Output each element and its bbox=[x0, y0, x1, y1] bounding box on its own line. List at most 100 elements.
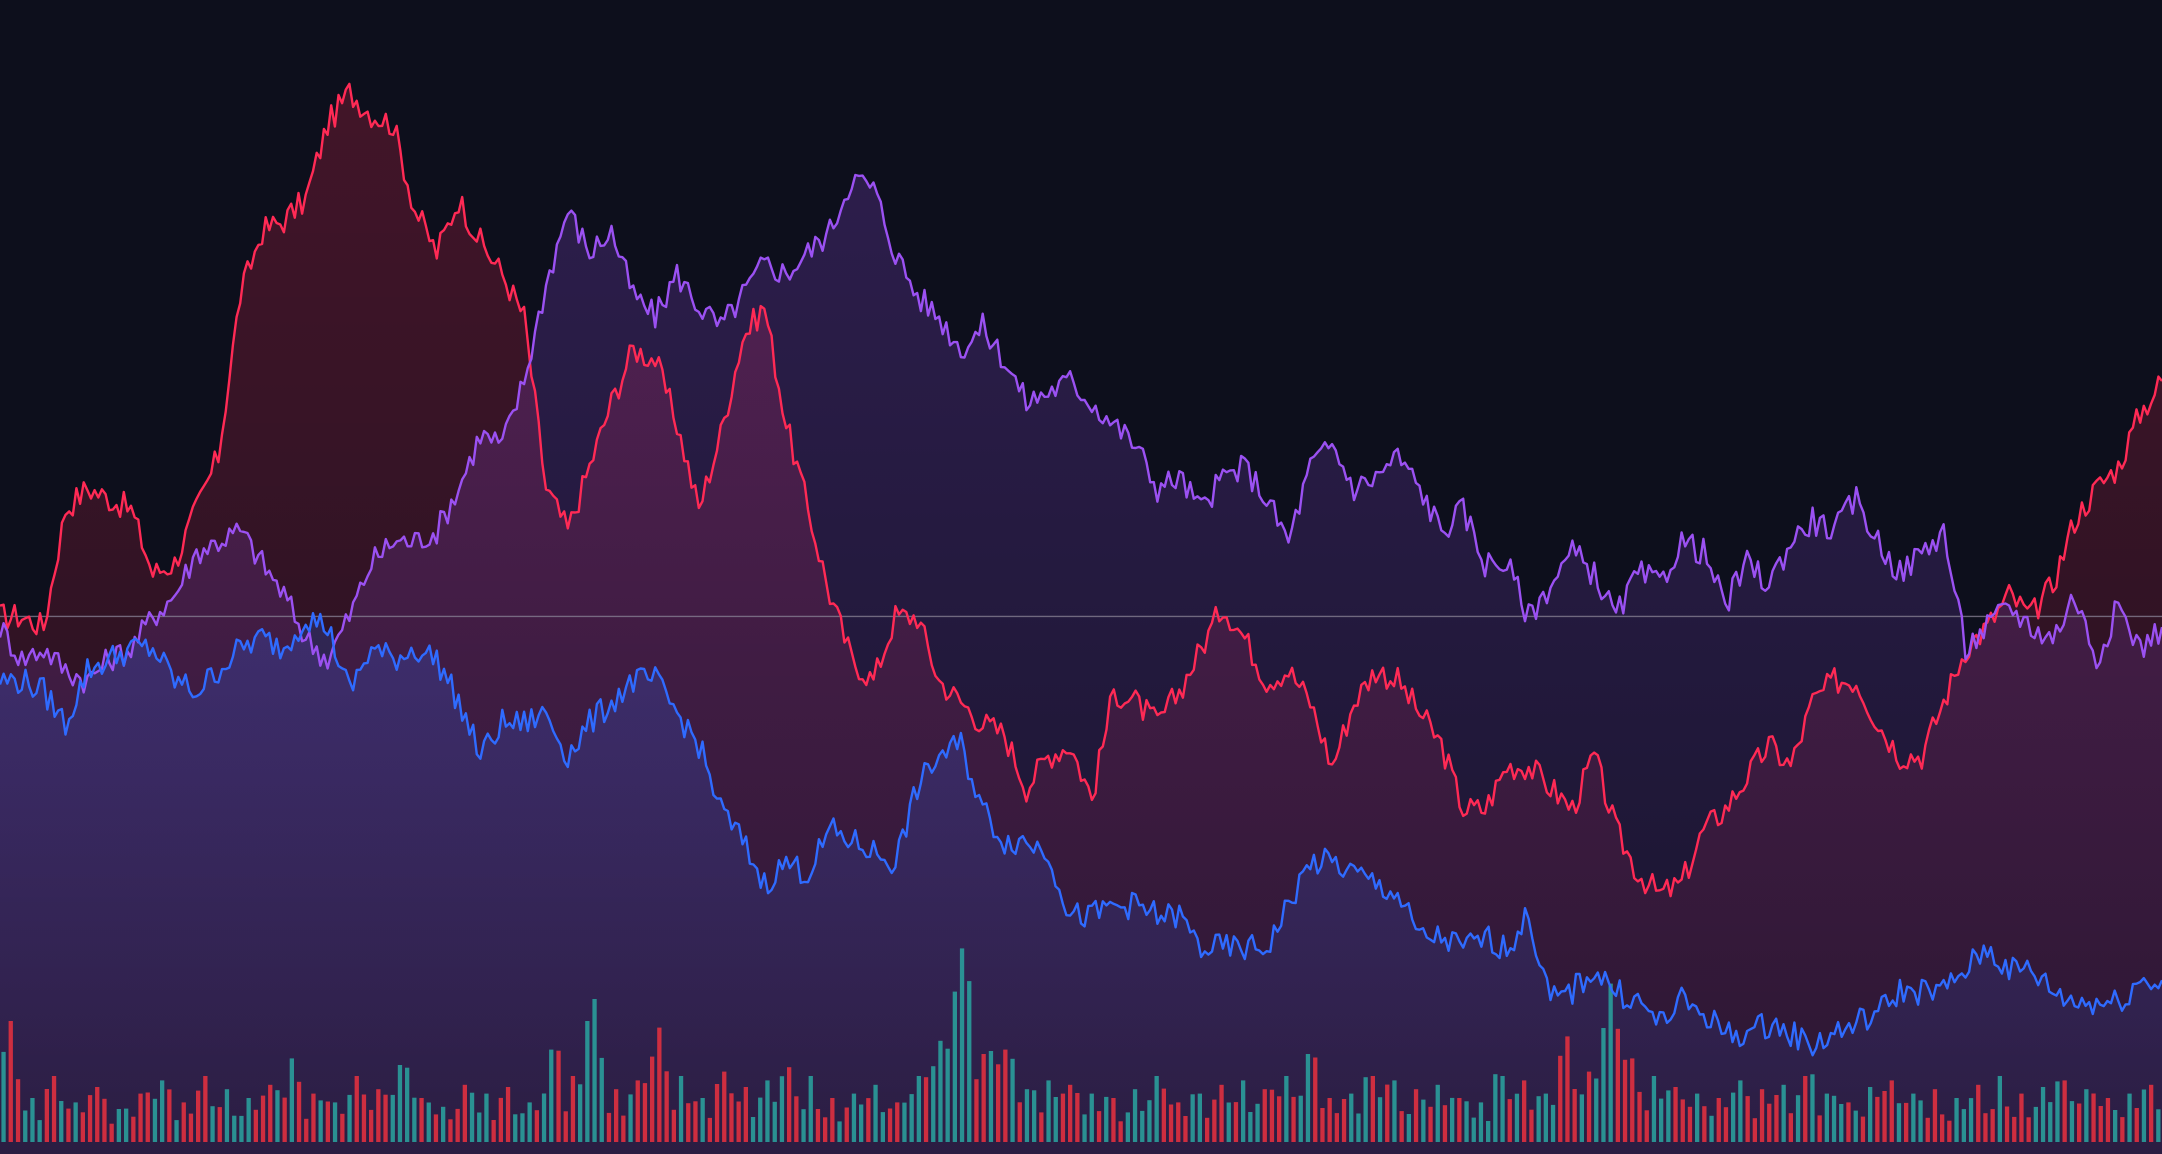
volume-bar bbox=[873, 1084, 878, 1142]
volume-bar bbox=[844, 1107, 849, 1142]
volume-bar bbox=[397, 1065, 403, 1142]
volume-bar bbox=[823, 1117, 828, 1142]
volume-bar bbox=[765, 1080, 770, 1142]
volume-bar bbox=[232, 1115, 237, 1142]
volume-bar bbox=[1493, 1074, 1498, 1142]
volume-bar bbox=[1810, 1074, 1815, 1142]
volume-bar bbox=[102, 1098, 107, 1142]
volume-bar bbox=[729, 1093, 734, 1142]
volume-bar bbox=[1341, 1099, 1347, 1142]
volume-bar bbox=[477, 1112, 482, 1142]
volume-bar bbox=[2040, 1087, 2046, 1142]
volume-bar bbox=[837, 1121, 842, 1142]
volume-bar bbox=[30, 1098, 35, 1142]
volume-bar bbox=[736, 1101, 741, 1142]
volume-bars bbox=[1, 948, 2161, 1142]
volume-bar bbox=[1060, 1093, 1066, 1142]
volume-bar bbox=[145, 1092, 150, 1142]
volume-bar bbox=[808, 1076, 813, 1142]
volume-bar bbox=[1205, 1117, 1210, 1142]
volume-bar bbox=[1752, 1118, 1757, 1142]
volume-bar bbox=[1738, 1080, 1743, 1142]
volume-bar bbox=[1997, 1076, 2002, 1142]
volume-bar bbox=[887, 1108, 893, 1142]
volume-bar bbox=[8, 1021, 13, 1142]
volume-bar bbox=[1572, 1089, 1577, 1142]
volume-bar bbox=[1, 1051, 6, 1142]
volume-bar bbox=[383, 1094, 388, 1142]
volume-bar bbox=[549, 1049, 554, 1142]
volume-bar bbox=[1385, 1084, 1390, 1142]
volume-bar bbox=[1349, 1093, 1354, 1142]
volume-bar bbox=[2033, 1106, 2038, 1142]
volume-bar bbox=[1024, 1089, 1030, 1142]
volume-bar bbox=[455, 1108, 460, 1142]
volume-bar bbox=[1831, 1095, 1837, 1142]
volume-bar bbox=[931, 1066, 936, 1142]
volume-bar bbox=[1255, 1103, 1260, 1142]
volume-bar bbox=[1486, 1121, 1491, 1142]
volume-bar bbox=[1392, 1080, 1397, 1142]
volume-bar bbox=[1716, 1098, 1721, 1142]
volume-bar bbox=[541, 1093, 547, 1142]
volume-bar bbox=[1053, 1097, 1058, 1142]
volume-bar bbox=[1781, 1084, 1786, 1142]
volume-bar bbox=[614, 1089, 619, 1142]
volume-bar bbox=[390, 1094, 395, 1142]
volume-bar bbox=[664, 1071, 669, 1142]
volume-bar bbox=[188, 1113, 194, 1142]
volume-bar bbox=[1068, 1084, 1073, 1142]
volume-bar bbox=[1608, 983, 1613, 1142]
volume-bar bbox=[484, 1093, 489, 1142]
volume-bar bbox=[996, 1064, 1001, 1142]
volume-bar bbox=[217, 1107, 222, 1142]
volume-bar bbox=[1558, 1055, 1563, 1142]
volume-bar bbox=[1788, 1113, 1793, 1142]
volume-bar bbox=[2062, 1080, 2067, 1142]
volume-bar bbox=[1442, 1105, 1448, 1142]
volume-bar bbox=[405, 1067, 410, 1142]
volume-bar bbox=[801, 1109, 806, 1142]
volume-bar bbox=[1161, 1088, 1166, 1142]
volume-bar bbox=[224, 1089, 230, 1142]
volume-bar bbox=[426, 1102, 431, 1142]
volume-bar bbox=[1269, 1089, 1275, 1142]
volume-bar bbox=[1140, 1110, 1145, 1142]
volume-bar bbox=[2055, 1081, 2060, 1142]
volume-bar bbox=[116, 1109, 121, 1142]
volume-bar bbox=[441, 1106, 446, 1142]
volume-bar bbox=[909, 1094, 914, 1142]
series-3-line bbox=[0, 612, 2162, 1057]
volume-bar bbox=[354, 1076, 359, 1142]
volume-bar bbox=[916, 1076, 921, 1142]
volume-bar bbox=[1536, 1096, 1541, 1142]
volume-bar bbox=[1630, 1058, 1635, 1142]
volume-bar bbox=[1450, 1097, 1455, 1142]
volume-bar bbox=[1514, 1093, 1520, 1142]
volume-bar bbox=[347, 1094, 352, 1142]
volume-bar bbox=[131, 1116, 136, 1142]
volume-bar bbox=[1248, 1112, 1253, 1142]
volume-bar bbox=[1363, 1077, 1368, 1142]
volume-bar bbox=[1853, 1110, 1858, 1142]
volume-bar bbox=[1803, 1076, 1808, 1142]
volume-bar bbox=[1731, 1092, 1736, 1142]
volume-bar bbox=[1500, 1076, 1505, 1142]
volume-bar bbox=[1882, 1091, 1887, 1142]
volume-bar bbox=[181, 1102, 186, 1142]
volume-bar bbox=[73, 1102, 78, 1142]
volume-bar bbox=[700, 1098, 705, 1142]
volume-bar bbox=[174, 1120, 179, 1142]
volume-bar bbox=[1709, 1115, 1714, 1142]
volume-bar bbox=[1673, 1087, 1678, 1142]
volume-bar bbox=[491, 1120, 496, 1142]
volume-bar bbox=[1868, 1087, 1873, 1142]
volume-bar bbox=[945, 1048, 950, 1142]
volume-bar bbox=[1579, 1094, 1584, 1142]
volume-bar bbox=[1313, 1057, 1318, 1142]
volume-bar bbox=[1075, 1093, 1080, 1142]
volume-bar bbox=[1471, 1117, 1476, 1142]
volume-bar bbox=[1976, 1084, 1981, 1142]
series-1-line bbox=[0, 82, 2162, 898]
